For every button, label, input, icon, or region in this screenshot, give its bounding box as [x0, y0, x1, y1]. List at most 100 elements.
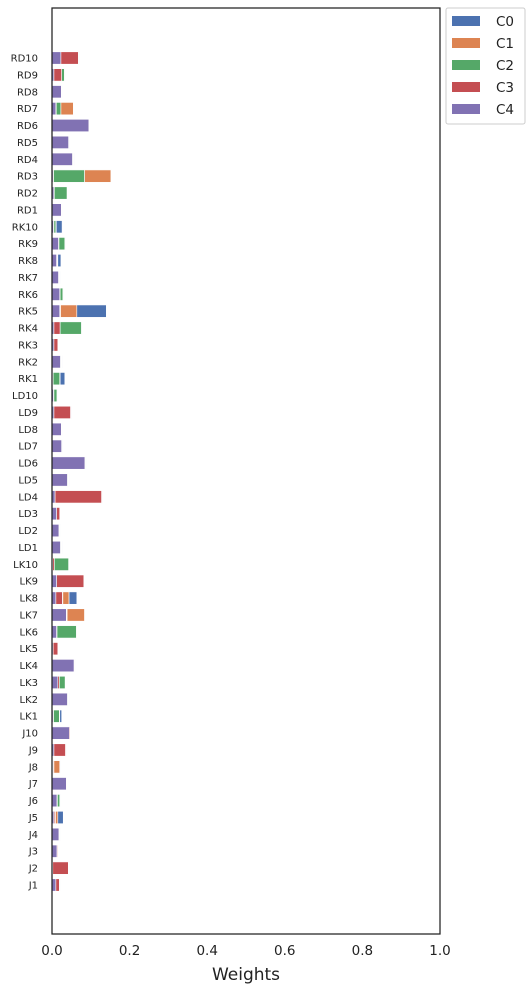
bar-C4-LK2 [52, 693, 68, 705]
y-tick-label: J1 [28, 881, 38, 892]
bars-layer [52, 52, 111, 891]
bar-C4-LD6 [52, 457, 85, 469]
y-tick-label: LK4 [20, 661, 39, 672]
x-tick-label: 0.0 [41, 943, 62, 959]
y-tick-label: LD8 [18, 425, 38, 436]
bar-C3-LK8 [56, 592, 63, 604]
bar-C4-RK7 [52, 271, 59, 283]
bar-C3-RK3 [54, 339, 58, 351]
y-tick-label: RD8 [17, 87, 38, 98]
bar-C0-LK1 [60, 710, 62, 722]
y-tick-label: RK5 [18, 307, 38, 318]
bar-C4-RD4 [52, 153, 73, 165]
bar-C2-RD2 [54, 187, 67, 199]
x-tick-label: 0.4 [196, 943, 217, 959]
bar-C2-LK3 [59, 676, 65, 688]
bar-C4-RK6 [52, 288, 60, 300]
y-tick-label: RK6 [18, 290, 38, 301]
y-tick-label: RK9 [18, 239, 38, 250]
y-tick-label: LK3 [20, 678, 39, 689]
legend-swatch-C2 [452, 60, 480, 70]
bar-C4-LK4 [52, 659, 74, 671]
y-tick-label: RD5 [17, 138, 38, 149]
bar-C2-LK6 [57, 626, 76, 638]
legend-swatch-C0 [452, 16, 480, 26]
y-tick-label: LK10 [13, 560, 38, 571]
y-tick-label: J7 [28, 779, 38, 790]
y-tick-label: LK2 [20, 695, 39, 706]
y-tick-label: LK8 [20, 594, 39, 605]
bar-C1-LK7 [67, 609, 84, 621]
bar-C3-LD9 [54, 406, 71, 418]
bar-C4-J4 [52, 828, 59, 840]
bar-C1-J5 [55, 811, 57, 823]
y-tick-label: RD3 [17, 172, 38, 183]
legend-swatch-C3 [452, 82, 480, 92]
bar-C4-LD7 [52, 440, 62, 452]
bar-C3-LD4 [55, 491, 102, 503]
y-tick-label: J10 [21, 729, 38, 740]
bar-C4-RD5 [52, 136, 69, 148]
bar-C4-J10 [52, 727, 69, 739]
bar-C4-RD1 [52, 204, 61, 216]
y-tick-label: LK5 [20, 644, 39, 655]
bar-C4-LK9 [52, 575, 57, 587]
bar-C3-RD10 [61, 52, 78, 64]
bar-C2-RD3 [54, 170, 85, 182]
bar-C3-J1 [56, 879, 59, 891]
bar-C4-LD3 [52, 507, 57, 519]
bar-C2-RK4 [60, 322, 81, 334]
bar-C4-LK6 [52, 626, 57, 638]
bar-C4-RK9 [52, 237, 59, 249]
y-tick-label: J2 [28, 864, 38, 875]
legend-swatch-C4 [452, 104, 480, 114]
y-tick-label: RK2 [18, 357, 38, 368]
y-tick-label: J6 [28, 796, 38, 807]
y-tick-label: LK6 [20, 627, 39, 638]
bar-C4-RD10 [52, 52, 61, 64]
bar-C3-LK9 [57, 575, 84, 587]
bar-C4-RD6 [52, 119, 89, 131]
x-axis-label: Weights [212, 965, 280, 985]
y-tick-label: LD4 [18, 492, 38, 503]
legend-label-C0: C0 [496, 14, 514, 30]
y-tick-label: LD9 [18, 408, 38, 419]
x-tick-label: 1.0 [429, 943, 450, 959]
y-tick-label: LK1 [20, 712, 39, 723]
bar-C1-J8 [54, 761, 60, 773]
bar-C0-RK10 [56, 221, 62, 233]
x-tick-label: 0.2 [119, 943, 140, 959]
bar-C4-J3 [52, 845, 57, 857]
y-tick-label: LD7 [18, 442, 38, 453]
bar-C4-RK2 [52, 356, 61, 368]
y-tick-label: RK3 [18, 340, 38, 351]
bar-C0-LK8 [69, 592, 77, 604]
bar-C1-LK8 [63, 592, 69, 604]
legend: C0 C1 C2 C3 C4 [446, 8, 525, 124]
y-tick-label: RD2 [17, 189, 38, 200]
bar-C0-J5 [58, 811, 63, 823]
y-tick-label: RD1 [17, 205, 38, 216]
y-tick-label: LD6 [18, 459, 38, 470]
bar-C4-LK3 [52, 676, 58, 688]
bar-C4-LD1 [52, 541, 61, 553]
legend-label-C4: C4 [496, 102, 514, 118]
bar-C4-J6 [52, 794, 57, 806]
plot-frame [52, 8, 440, 934]
y-tick-label: LD3 [18, 509, 38, 520]
y-tick-label: RK1 [18, 374, 38, 385]
y-tick-label: LD2 [18, 526, 38, 537]
bar-C3-LD3 [57, 507, 60, 519]
bar-C0-RK5 [77, 305, 106, 317]
y-tick-label: J9 [28, 745, 38, 756]
bar-C4-LD2 [52, 524, 59, 536]
y-tick-label: RK4 [18, 324, 38, 335]
bar-C2-RK1 [53, 372, 60, 384]
bar-C0-RK8 [58, 254, 61, 266]
legend-label-C3: C3 [496, 80, 514, 96]
bar-C1-RD7 [61, 102, 73, 114]
bar-C2-LD10 [54, 389, 57, 401]
bar-C3-LK5 [53, 643, 58, 655]
bar-C3-J2 [53, 862, 69, 874]
